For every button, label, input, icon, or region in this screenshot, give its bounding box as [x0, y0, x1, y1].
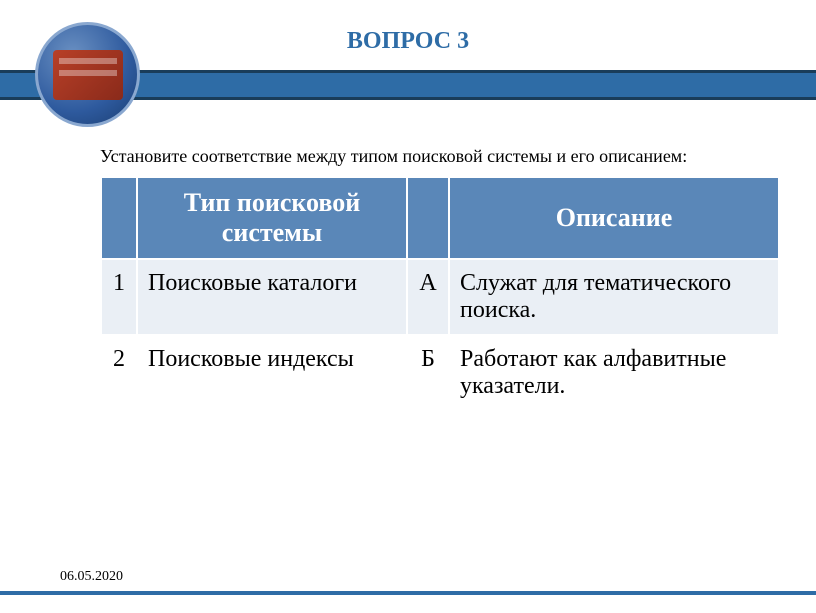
question-instruction: Установите соответствие между типом поис… — [100, 146, 776, 167]
search-type: Поисковые каталоги — [137, 259, 407, 335]
row-number: 1 — [101, 259, 137, 335]
header-region: ВОПРОС 3 — [0, 0, 816, 140]
row-number: 2 — [101, 335, 137, 411]
desc-text: Работают как алфавитные указатели. — [449, 335, 779, 411]
desc-text: Служат для тематического поиска. — [449, 259, 779, 335]
desc-letter: Б — [407, 335, 449, 411]
table-row: 2 Поисковые индексы Б Работают как алфав… — [101, 335, 779, 411]
matching-table: Тип поисковой системы Описание 1 Поисков… — [100, 176, 780, 412]
search-type: Поисковые индексы — [137, 335, 407, 411]
table-header-type: Тип поисковой системы — [137, 177, 407, 259]
footer-rule — [0, 591, 816, 595]
table-row: 1 Поисковые каталоги А Служат для темати… — [101, 259, 779, 335]
logo-building-icon — [53, 50, 123, 100]
table-header-blank-letter — [407, 177, 449, 259]
footer-date: 06.05.2020 — [60, 569, 123, 585]
table-header-desc: Описание — [449, 177, 779, 259]
table-header-row: Тип поисковой системы Описание — [101, 177, 779, 259]
table-header-blank-num — [101, 177, 137, 259]
desc-letter: А — [407, 259, 449, 335]
institution-logo — [35, 22, 140, 127]
